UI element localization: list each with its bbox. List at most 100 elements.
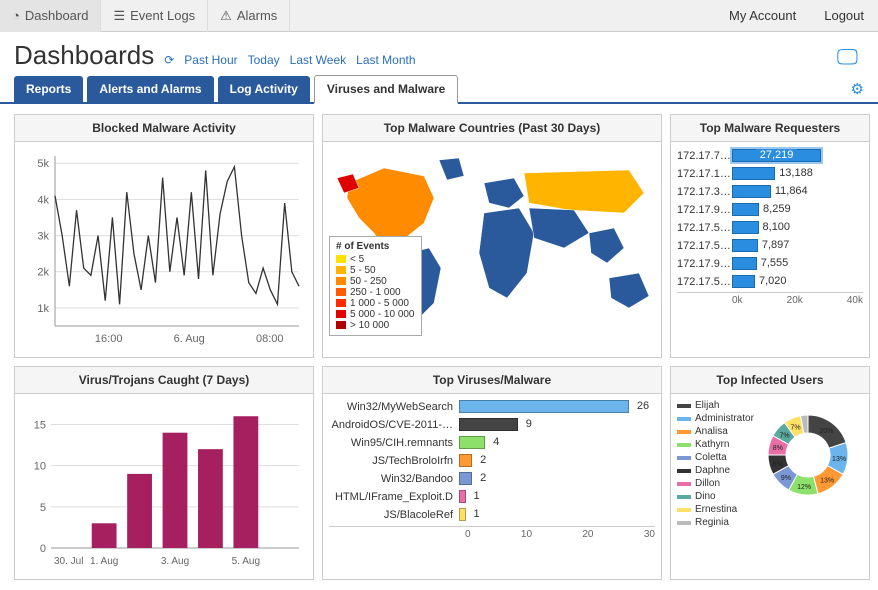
tab-reports[interactable]: Reports xyxy=(14,76,83,102)
monitor-icon[interactable]: 🖵 xyxy=(837,44,858,70)
virus-name: AndroidOS/CVE-2011-… xyxy=(329,419,459,431)
virus-row[interactable]: HTML/IFrame_Exploit.D1 xyxy=(329,490,655,504)
svg-text:1. Aug: 1. Aug xyxy=(90,556,118,567)
requester-row[interactable]: 172.17.3…11,864 xyxy=(677,184,863,199)
virus-row[interactable]: AndroidOS/CVE-2011-… 9 xyxy=(329,418,655,432)
nav-alarms-label: Alarms xyxy=(237,8,277,23)
user-legend-item[interactable]: Dino xyxy=(677,491,754,502)
virus-name: Win32/MyWebSearch xyxy=(329,401,459,413)
legend-row: 5 000 - 10 000 xyxy=(336,309,415,320)
requester-value: 7,555 xyxy=(761,257,789,269)
requester-row[interactable]: 172.17.5… 7,897 xyxy=(677,238,863,253)
panel-title: Top Infected Users xyxy=(671,367,869,394)
time-past-hour[interactable]: Past Hour xyxy=(184,53,237,67)
time-last-week[interactable]: Last Week xyxy=(290,53,346,67)
svg-text:10: 10 xyxy=(34,461,46,473)
user-legend-item[interactable]: Reginia xyxy=(677,517,754,528)
requester-ip: 172.17.7… xyxy=(677,150,732,162)
panel-top-requesters: Top Malware Requesters 172.17.7…27,21917… xyxy=(670,114,870,358)
panel-title: Top Malware Countries (Past 30 Days) xyxy=(323,115,661,142)
nav-event-logs[interactable]: ☰ Event Logs xyxy=(101,0,208,32)
user-legend-item[interactable]: Coletta xyxy=(677,452,754,463)
panel-top-viruses: Top Viruses/Malware Win32/MyWebSearch26A… xyxy=(322,366,662,580)
user-legend-item[interactable]: Administrator xyxy=(677,413,754,424)
svg-text:08:00: 08:00 xyxy=(256,333,284,345)
virus-count: 2 xyxy=(480,472,486,484)
user-legend-item[interactable]: Kathyrn xyxy=(677,439,754,450)
virus-name: Win32/Bandoo xyxy=(329,473,459,485)
user-swatch xyxy=(677,404,691,408)
nav-alarms[interactable]: ⚠ Alarms xyxy=(208,0,290,32)
requester-ip: 172.17.5… xyxy=(677,240,732,252)
requester-ip: 172.17.9… xyxy=(677,204,732,216)
panel-virus-trojans: Virus/Trojans Caught (7 Days) 05101530. … xyxy=(14,366,314,580)
user-legend-item[interactable]: Dillon xyxy=(677,478,754,489)
refresh-icon[interactable]: ⟳ xyxy=(164,53,174,67)
requester-row[interactable]: 172.17.5…7,020 xyxy=(677,274,863,289)
svg-text:12%: 12% xyxy=(797,484,811,491)
nav-my-account[interactable]: My Account xyxy=(715,8,810,23)
legend-row: < 5 xyxy=(336,254,415,265)
requester-row[interactable]: 172.17.9… 7,555 xyxy=(677,256,863,271)
svg-text:13%: 13% xyxy=(832,456,846,463)
nav-dashboard-label: Dashboard xyxy=(25,8,89,23)
user-name: Ernestina xyxy=(695,504,737,515)
user-name: Dino xyxy=(695,491,716,502)
virus-count: 26 xyxy=(637,400,649,412)
nav-dashboard[interactable]: ◔ Dashboard xyxy=(0,0,101,32)
nav-logout[interactable]: Logout xyxy=(810,8,878,23)
svg-text:3. Aug: 3. Aug xyxy=(161,556,189,567)
chart-donut: 20%13%13%12%9%8%8%7%7% xyxy=(758,400,858,530)
svg-text:7%: 7% xyxy=(779,432,789,439)
svg-text:20%: 20% xyxy=(819,428,833,435)
svg-text:30. Jul: 30. Jul xyxy=(54,556,83,567)
virus-name: HTML/IFrame_Exploit.D xyxy=(329,491,459,503)
virus-row[interactable]: JS/TechBroloIrfn2 xyxy=(329,454,655,468)
user-legend-item[interactable]: Daphne xyxy=(677,465,754,476)
legend-label: 50 - 250 xyxy=(350,276,387,287)
gear-icon[interactable]: ⚙ xyxy=(851,80,864,98)
user-name: Elijah xyxy=(695,400,719,411)
chart-virus-trojans: 05101530. Jul1. Aug3. Aug5. Aug xyxy=(21,400,307,570)
time-last-month[interactable]: Last Month xyxy=(356,53,415,67)
user-legend-item[interactable]: Analisa xyxy=(677,426,754,437)
panel-title: Blocked Malware Activity xyxy=(15,115,313,142)
virus-name: JS/BlacoleRef xyxy=(329,509,459,521)
time-today[interactable]: Today xyxy=(248,53,280,67)
svg-text:3k: 3k xyxy=(37,231,49,243)
tab-viruses-malware[interactable]: Viruses and Malware xyxy=(314,75,459,104)
virus-row[interactable]: JS/BlacoleRef1 xyxy=(329,508,655,522)
requester-row[interactable]: 172.17.5…8,100 xyxy=(677,220,863,235)
svg-text:8%: 8% xyxy=(773,445,783,452)
header: Dashboards ⟳ Past Hour Today Last Week L… xyxy=(0,32,878,75)
user-legend-item[interactable]: Elijah xyxy=(677,400,754,411)
legend-row: 1 000 - 5 000 xyxy=(336,298,415,309)
svg-text:8%: 8% xyxy=(773,461,783,468)
panel-top-users: Top Infected Users Elijah Administrator An… xyxy=(670,366,870,580)
requester-value: 8,259 xyxy=(763,203,791,215)
virus-count: 9 xyxy=(526,418,532,430)
users-legend: Elijah Administrator Analisa Kathyrn Coletta… xyxy=(677,400,754,530)
user-name: Dillon xyxy=(695,478,720,489)
svg-text:6. Aug: 6. Aug xyxy=(174,333,205,345)
user-legend-item[interactable]: Ernestina xyxy=(677,504,754,515)
virus-row[interactable]: Win32/MyWebSearch 26 xyxy=(329,400,655,414)
svg-text:1k: 1k xyxy=(37,303,49,315)
requester-ip: 172.17.9… xyxy=(677,258,732,270)
virus-row[interactable]: Win32/Bandoo 2 xyxy=(329,472,655,486)
requester-value: 7,897 xyxy=(762,239,790,251)
virus-row[interactable]: Win95/CIH.remnants4 xyxy=(329,436,655,450)
legend-label: 1 000 - 5 000 xyxy=(350,298,409,309)
virus-count: 4 xyxy=(493,436,499,448)
requester-row[interactable]: 172.17.7…27,219 xyxy=(677,148,863,163)
tab-alerts[interactable]: Alerts and Alarms xyxy=(87,76,213,102)
virus-count: 2 xyxy=(480,454,486,466)
panel-title: Top Malware Requesters xyxy=(671,115,869,142)
requester-ip: 172.17.3… xyxy=(677,186,732,198)
requester-row[interactable]: 172.17.9… 8,259 xyxy=(677,202,863,217)
tab-log-activity[interactable]: Log Activity xyxy=(218,76,310,102)
virus-axis: 0102030 xyxy=(329,526,655,540)
svg-text:15: 15 xyxy=(34,419,46,431)
requester-row[interactable]: 172.17.1…13,188 xyxy=(677,166,863,181)
user-name: Administrator xyxy=(695,413,754,424)
